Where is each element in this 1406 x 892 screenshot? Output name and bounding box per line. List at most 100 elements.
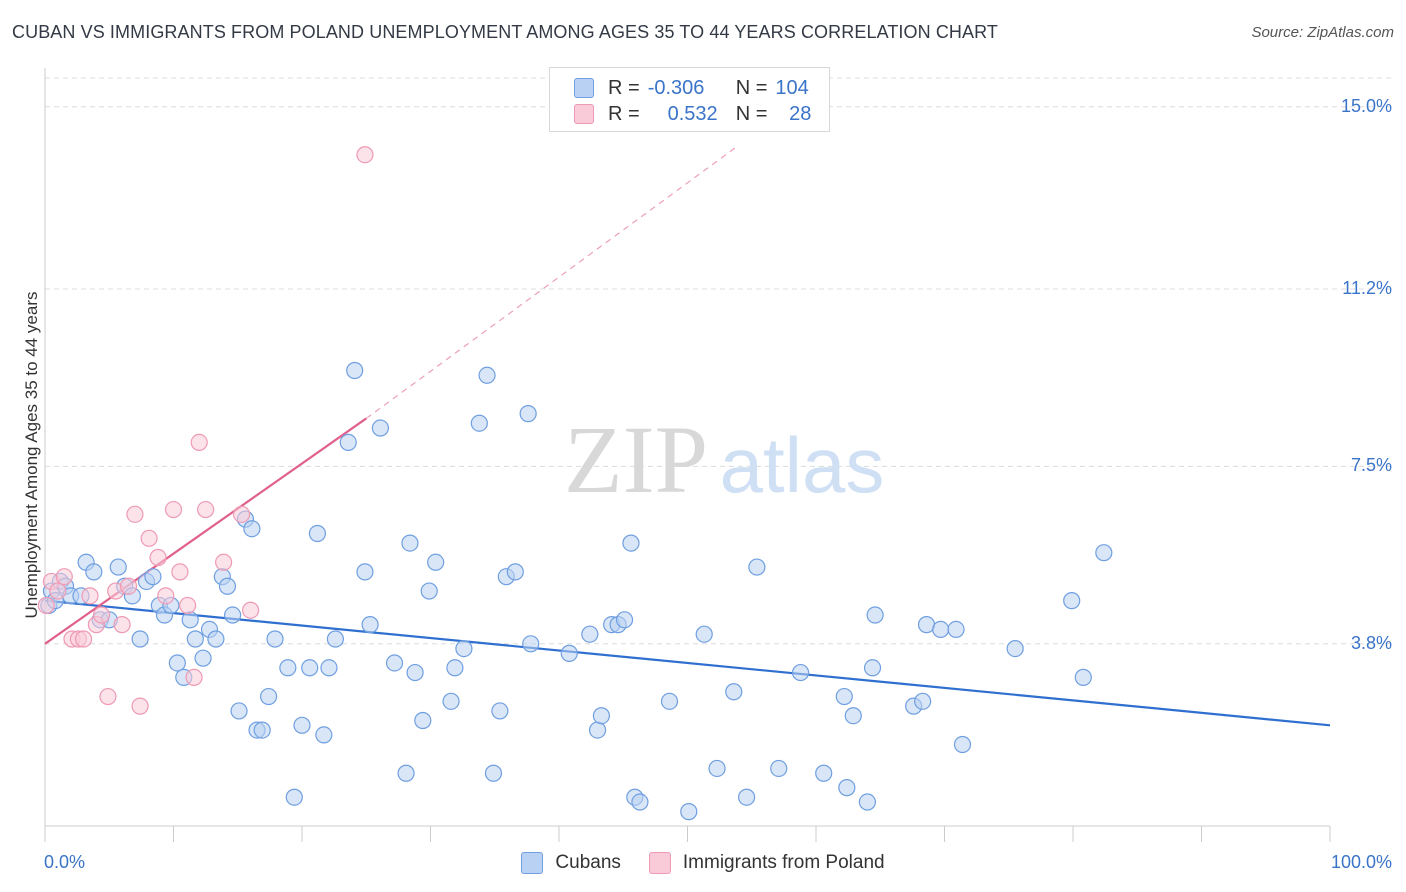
point-cubans [259,687,278,706]
legend-swatch-poland [648,852,671,874]
legend-row-poland: R = 0.532 N = 28 [574,102,811,126]
point-poland [113,616,131,634]
point-cubans [339,433,357,452]
trend-line-poland [44,417,367,645]
point-poland [81,587,99,605]
point-cubans [194,649,212,667]
point-cubans [592,707,611,725]
point-cubans [622,534,640,552]
point-poland [356,146,374,164]
point-poland [179,596,197,615]
point-cubans [385,654,404,672]
grid-lines [45,77,1392,645]
point-cubans [470,414,488,432]
data-points [37,146,1113,821]
legend-label-poland: Immigrants from Poland [682,852,885,873]
point-cubans [770,759,788,778]
point-cubans [866,606,884,624]
point-cubans [748,558,766,576]
point-cubans [835,687,853,706]
y-axis-title: Unemployment Among Ages 35 to 44 years [22,291,41,619]
point-cubans [285,788,303,806]
point-cubans [560,644,578,662]
point-cubans [279,659,297,677]
point-cubans [293,716,311,734]
series-legend: Cubans Immigrants from Poland [0,852,1406,874]
point-cubans [308,524,327,543]
point-cubans [230,702,248,720]
point-cubans [346,361,364,380]
point-cubans [85,563,103,581]
point-poland [149,548,167,567]
point-poland [92,606,111,624]
point-poland [164,500,183,519]
point-poland [140,529,158,547]
point-poland [55,568,73,586]
point-cubans [301,659,319,677]
point-cubans [224,606,242,624]
point-cubans [315,726,333,744]
point-cubans [266,630,284,648]
y-tick-label: 3.8% [1350,632,1392,653]
x-tick-min: 0.0% [44,852,86,872]
point-cubans [420,582,438,600]
point-cubans [243,520,261,538]
y-tick-label: 15.0% [1340,95,1392,116]
point-cubans [253,721,271,739]
point-poland [99,687,117,706]
point-cubans [858,793,877,811]
point-cubans [361,616,379,634]
point-cubans [695,625,713,643]
point-cubans [484,764,503,782]
point-poland [131,697,149,715]
point-cubans [446,659,464,677]
point-cubans [218,577,237,595]
point-cubans [725,683,743,701]
legend-n-label: N = [735,76,768,99]
trend-line-cubans [44,599,1331,727]
legend-swatch-cubans [521,852,544,874]
point-cubans [588,721,607,739]
legend-n-label: N = [735,102,768,125]
point-poland [157,587,175,605]
point-cubans [401,534,419,552]
point-cubans [181,611,199,629]
y-tick-label: 11.2% [1342,277,1392,298]
point-poland [171,563,189,581]
source-label: Source: ZipAtlas.com [1251,24,1394,41]
point-cubans [660,692,679,710]
legend-label-cubans: Cubans [555,852,621,873]
point-cubans [1095,544,1113,562]
point-cubans [680,803,698,821]
point-cubans [631,793,649,811]
point-poland [74,630,93,648]
point-cubans [455,639,473,658]
point-poland [242,601,260,619]
point-cubans [1063,592,1081,610]
point-cubans [478,366,496,384]
legend-r-label: R = [608,102,640,125]
point-cubans [506,563,524,581]
point-poland [119,577,138,595]
point-cubans [356,563,374,581]
point-cubans [581,625,599,643]
watermark: ZIP atlas [564,406,884,513]
point-poland [215,553,233,571]
point-cubans [371,419,389,437]
point-poland [37,596,55,615]
point-cubans [791,663,810,682]
watermark-atlas: atlas [720,421,885,509]
x-tick-max: 100.0% [1330,852,1392,872]
point-cubans [326,630,345,648]
point-cubans [207,630,225,648]
watermark-zip: ZIP [564,406,708,513]
point-cubans [320,659,338,677]
point-cubans [1006,639,1024,658]
point-cubans [863,659,882,677]
point-cubans [427,553,445,571]
legend-r-value: 0.532 [667,102,718,125]
point-cubans [844,707,862,725]
legend-item-cubans: Cubans [521,852,621,874]
point-cubans [953,735,972,754]
